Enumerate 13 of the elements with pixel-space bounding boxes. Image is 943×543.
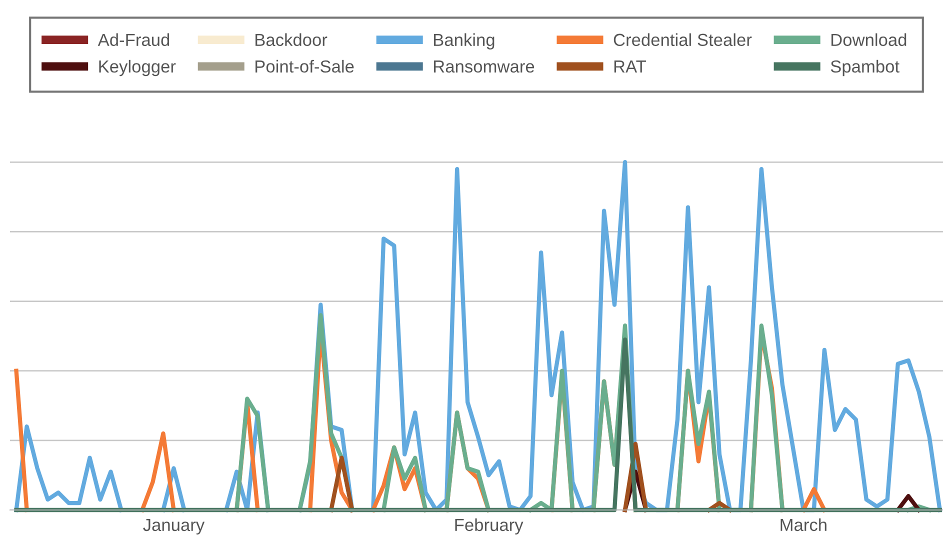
legend-label: Backdoor bbox=[256, 33, 328, 46]
legend-label: RAT bbox=[614, 60, 646, 72]
legend-label: Credential Stealer bbox=[614, 33, 752, 46]
x-tick-label: March bbox=[780, 518, 826, 532]
x-tick-label: February bbox=[455, 518, 524, 535]
legend-label: Point-of-Sale bbox=[256, 60, 354, 73]
legend-label: Keylogger bbox=[99, 60, 176, 76]
legend-label: Ad-Fraud bbox=[98, 33, 170, 46]
legend-label: Download bbox=[831, 33, 906, 46]
legend-label: Spambot bbox=[830, 60, 900, 76]
legend-label: Ransomware bbox=[434, 60, 534, 73]
x-tick-label: January bbox=[143, 518, 205, 535]
legend-label: Banking bbox=[434, 33, 494, 50]
